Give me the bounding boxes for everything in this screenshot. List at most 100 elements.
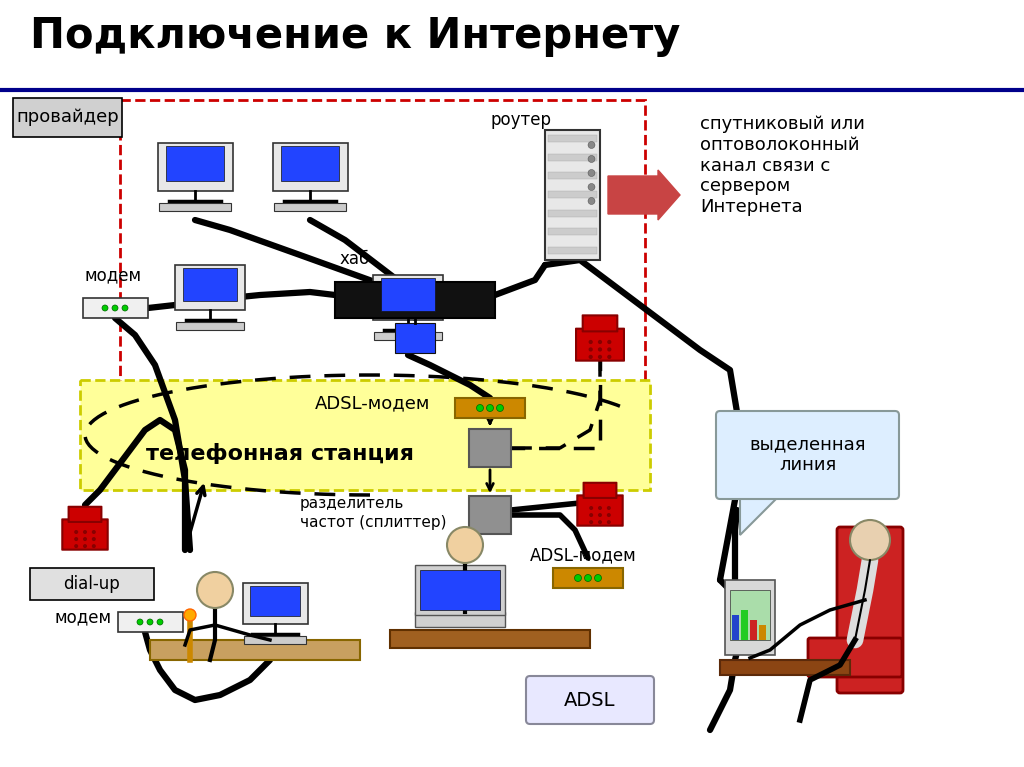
FancyBboxPatch shape [584,482,616,498]
Circle shape [122,305,128,311]
Circle shape [607,347,611,351]
Bar [548,209,597,216]
FancyBboxPatch shape [553,568,623,588]
FancyBboxPatch shape [243,582,307,624]
FancyBboxPatch shape [716,411,899,499]
FancyBboxPatch shape [725,580,775,655]
Circle shape [102,305,108,311]
Text: ADSL: ADSL [564,690,615,709]
Circle shape [589,520,593,524]
FancyBboxPatch shape [272,143,347,191]
Circle shape [607,340,611,344]
FancyBboxPatch shape [118,612,182,632]
Bar [250,585,300,616]
Circle shape [92,537,96,541]
Circle shape [83,537,87,541]
Bar [335,282,495,318]
Text: провайдер: провайдер [16,108,119,127]
Text: спутниковый или
оптоволоконный
канал связи с
сервером
Интернета: спутниковый или оптоволоконный канал свя… [700,115,865,216]
FancyBboxPatch shape [526,676,654,724]
Circle shape [497,404,504,412]
Circle shape [585,574,592,581]
Bar [759,625,766,640]
FancyBboxPatch shape [244,636,306,644]
FancyBboxPatch shape [390,630,590,648]
FancyBboxPatch shape [720,660,850,675]
Circle shape [92,544,96,548]
Bar [548,191,597,198]
Circle shape [598,513,602,517]
Circle shape [589,355,593,359]
FancyBboxPatch shape [62,519,108,550]
Bar [741,610,748,640]
Bar [281,146,339,181]
Circle shape [595,574,601,581]
Bar [469,429,511,467]
Circle shape [598,506,602,510]
Circle shape [476,404,483,412]
Circle shape [598,355,602,359]
Circle shape [157,619,163,625]
Circle shape [92,530,96,534]
Bar [395,323,435,353]
Circle shape [589,506,593,510]
FancyBboxPatch shape [545,130,599,260]
FancyBboxPatch shape [150,640,360,660]
Circle shape [184,609,196,621]
Circle shape [589,513,593,517]
Bar [548,173,597,179]
FancyBboxPatch shape [13,98,122,137]
Circle shape [850,520,890,560]
Circle shape [607,506,611,510]
Circle shape [589,340,593,344]
Text: модем: модем [85,266,142,284]
Text: dial-up: dial-up [63,575,121,593]
FancyBboxPatch shape [455,398,525,418]
Bar [730,590,770,640]
FancyBboxPatch shape [808,638,902,677]
FancyBboxPatch shape [578,495,623,525]
FancyBboxPatch shape [415,565,505,615]
Circle shape [74,537,78,541]
Bar [548,247,597,254]
Circle shape [607,355,611,359]
FancyBboxPatch shape [83,298,147,318]
Circle shape [147,619,153,625]
Bar [548,135,597,143]
Text: выделенная
линия: выделенная линия [750,436,865,475]
Text: ADSL-модем: ADSL-модем [530,546,637,564]
Text: разделитель
частот (сплиттер): разделитель частот (сплиттер) [300,495,446,531]
FancyBboxPatch shape [837,527,903,693]
FancyBboxPatch shape [30,568,154,600]
FancyBboxPatch shape [274,203,346,211]
Circle shape [486,404,494,412]
Circle shape [589,347,593,351]
Circle shape [574,574,582,581]
FancyBboxPatch shape [577,329,624,360]
Circle shape [588,197,595,205]
FancyBboxPatch shape [373,275,443,320]
Bar [548,228,597,235]
Bar [750,620,757,640]
Circle shape [598,520,602,524]
Circle shape [607,513,611,517]
Circle shape [83,544,87,548]
Bar [381,278,435,311]
Circle shape [74,530,78,534]
Circle shape [112,305,118,311]
Circle shape [74,544,78,548]
Bar [469,496,511,534]
FancyBboxPatch shape [159,203,231,211]
Circle shape [197,572,233,608]
Text: хаб: хаб [340,250,371,268]
Bar [548,154,597,161]
Circle shape [588,170,595,176]
Polygon shape [740,495,780,535]
Circle shape [588,156,595,163]
Circle shape [598,340,602,344]
Text: телефонная станция: телефонная станция [146,443,414,463]
FancyBboxPatch shape [375,332,441,340]
FancyArrow shape [608,170,680,220]
Text: модем: модем [55,608,112,626]
FancyBboxPatch shape [175,265,245,310]
